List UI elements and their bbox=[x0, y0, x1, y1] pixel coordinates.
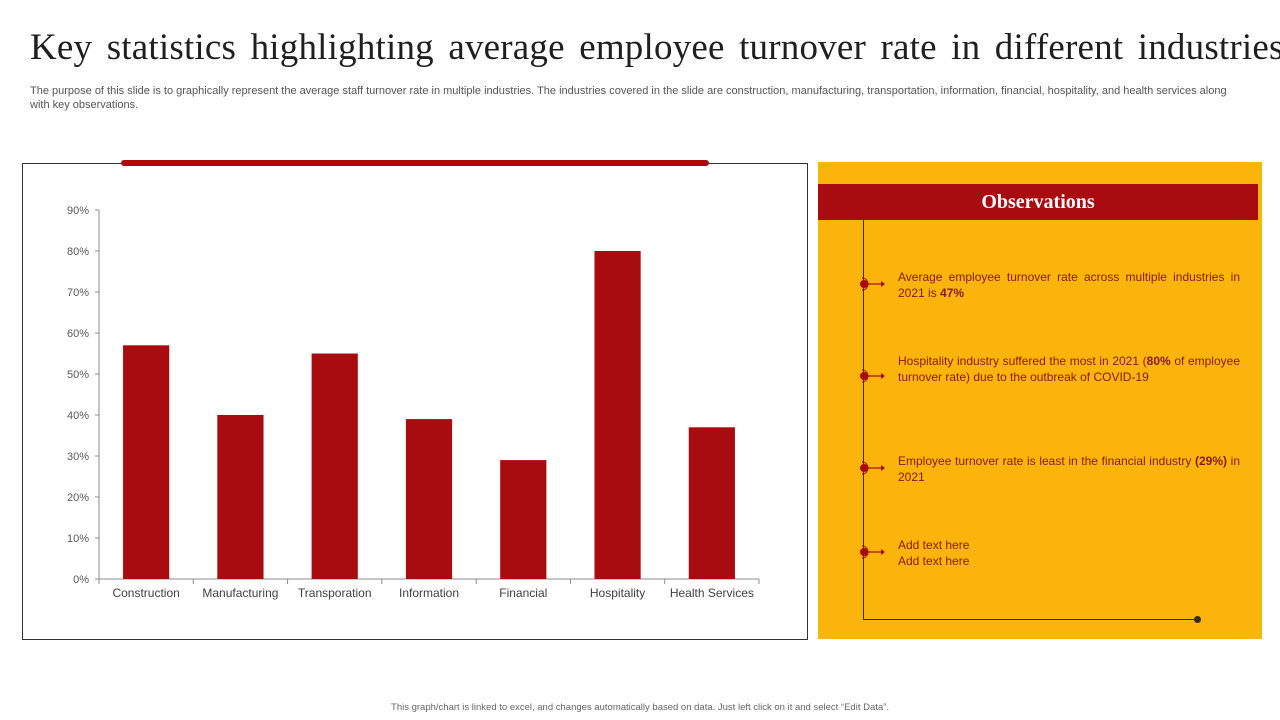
observations-panel: Observations Average employee turnover r… bbox=[818, 162, 1262, 639]
bar-construction[interactable] bbox=[123, 345, 170, 579]
y-tick-label: 0% bbox=[73, 574, 89, 586]
bullet-marker-icon bbox=[860, 545, 885, 559]
observation-2-text-end: of employee turnover rate) due to the ou… bbox=[898, 354, 1240, 384]
slide-footer-note: This graph/chart is linked to excel, and… bbox=[391, 702, 889, 713]
y-tick-label: 60% bbox=[67, 328, 89, 340]
y-tick-label: 30% bbox=[67, 451, 89, 463]
y-tick-label: 50% bbox=[67, 369, 89, 381]
bullet-marker-icon bbox=[860, 369, 885, 383]
observations-heading: Observations bbox=[818, 184, 1258, 220]
y-tick-label: 80% bbox=[67, 246, 89, 258]
x-category-label: Manufacturing bbox=[202, 586, 278, 600]
slide-title: Key statistics highlighting average empl… bbox=[30, 27, 1280, 68]
y-tick-label: 90% bbox=[67, 205, 89, 217]
y-axis: 0% 10% 20% 30% 40% 50% 60% 70% 80% 90% bbox=[67, 205, 100, 586]
bars[interactable] bbox=[123, 251, 735, 579]
bar-financial[interactable] bbox=[500, 460, 547, 579]
bullet-marker-icon bbox=[860, 277, 885, 291]
observation-3: Employee turnover rate is least in the f… bbox=[898, 453, 1240, 485]
observation-1-highlight: 47% bbox=[940, 286, 965, 300]
observation-4[interactable]: Add text here Add text here bbox=[898, 537, 1240, 569]
observation-1: Average employee turnover rate across mu… bbox=[898, 269, 1240, 301]
y-tick-label: 70% bbox=[67, 287, 89, 299]
x-category-label: Hospitality bbox=[590, 586, 645, 600]
observation-4-text[interactable]: Add text here Add text here bbox=[898, 538, 970, 568]
observation-3-text-end: in 2021 bbox=[898, 454, 1240, 484]
observation-3-highlight: (29%) bbox=[1194, 454, 1227, 468]
observation-2: Hospitality industry suffered the most i… bbox=[898, 353, 1240, 385]
x-category-label: Construction bbox=[112, 586, 179, 600]
x-category-label: Health Services bbox=[670, 586, 754, 600]
x-axis: Construction Manufacturing Transporation In… bbox=[98, 578, 760, 600]
bar-health-services[interactable] bbox=[688, 427, 735, 579]
x-category-label: Transporation bbox=[298, 586, 372, 600]
timeline-end-dot bbox=[1194, 616, 1201, 623]
y-tick-label: 20% bbox=[67, 492, 89, 504]
bar-hospitality[interactable] bbox=[594, 251, 641, 579]
slide-subtitle: The purpose of this slide is to graphica… bbox=[30, 85, 1227, 111]
x-category-label: Information bbox=[399, 586, 459, 600]
chart-accent-bar bbox=[121, 160, 709, 166]
bullet-marker-icon bbox=[860, 461, 885, 475]
y-tick-label: 10% bbox=[67, 533, 89, 545]
x-category-label: Financial bbox=[499, 586, 547, 600]
bar-information[interactable] bbox=[405, 419, 453, 579]
observation-2-text: Hospitality industry suffered the most i… bbox=[898, 354, 1147, 368]
timeline-vertical-line bbox=[863, 220, 864, 620]
y-tick-label: 40% bbox=[67, 410, 89, 422]
observation-1-text: Average employee turnover rate across mu… bbox=[898, 270, 1240, 300]
bar-manufacturing[interactable] bbox=[217, 415, 264, 579]
bar-chart[interactable]: 0% 10% 20% 30% 40% 50% 60% 70% 80% 90% Constructi… bbox=[23, 164, 809, 641]
timeline-horizontal-line bbox=[863, 619, 1198, 620]
chart-panel[interactable]: 0% 10% 20% 30% 40% 50% 60% 70% 80% 90% Constructi… bbox=[22, 163, 808, 640]
bar-transporation[interactable] bbox=[311, 353, 358, 580]
observation-3-text: Employee turnover rate is least in the f… bbox=[898, 454, 1195, 468]
observation-2-highlight: 80% bbox=[1146, 354, 1171, 368]
